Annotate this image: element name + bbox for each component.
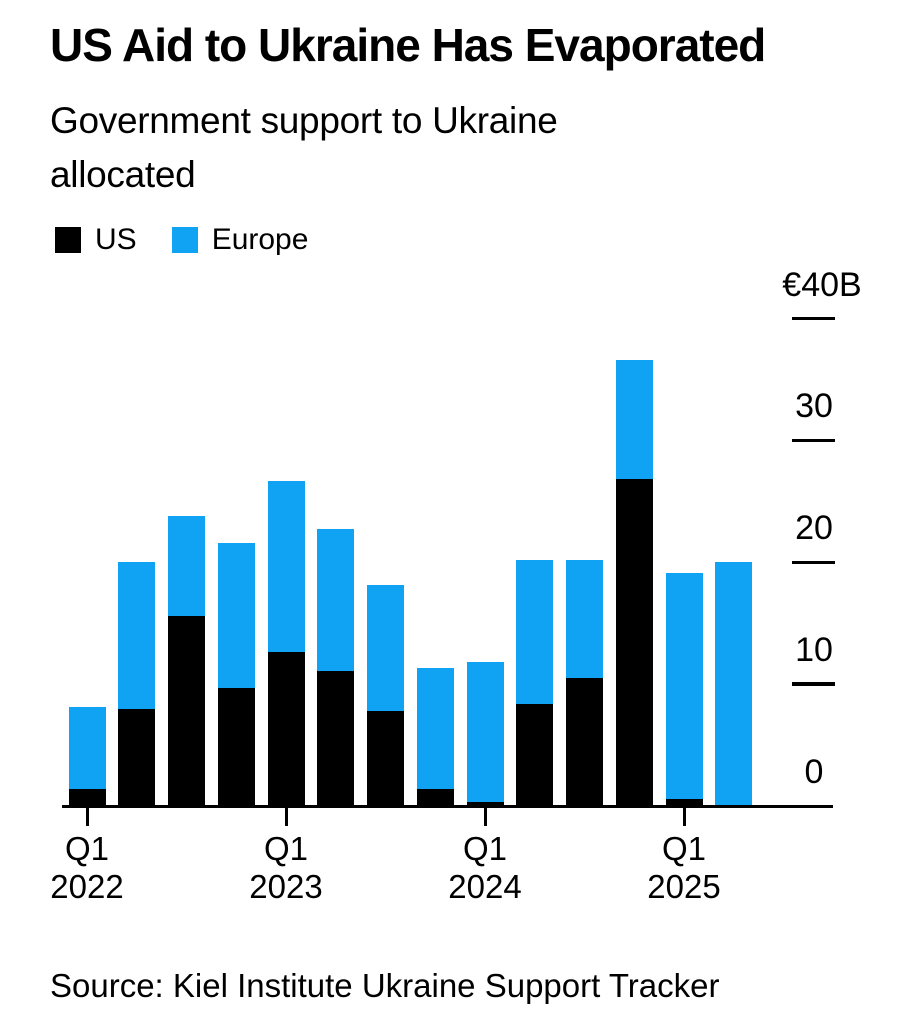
source-note: Source: Kiel Institute Ukraine Support T… — [50, 967, 720, 1004]
legend-label-us: US — [95, 223, 137, 256]
y-tick-mark — [792, 560, 835, 565]
x-tick-label: Q1 2023 — [249, 830, 323, 905]
legend-swatch-us-icon — [55, 227, 81, 253]
legend: US Europe — [55, 225, 343, 255]
bar-europe — [118, 562, 156, 709]
bar-europe — [367, 585, 404, 711]
x-tick-label: Q1 2025 — [647, 830, 721, 905]
bar-europe — [665, 573, 703, 799]
bar-us — [665, 798, 703, 806]
bar-europe — [317, 529, 355, 671]
bar-us — [68, 788, 106, 806]
bar-us — [516, 703, 554, 806]
bar-us — [217, 687, 255, 806]
bar-europe — [217, 542, 255, 688]
x-tick-mark — [284, 806, 288, 826]
y-tick-mark — [792, 682, 835, 686]
bar-us — [615, 479, 653, 806]
legend-item-europe: Europe — [171, 223, 309, 256]
x-axis-line — [62, 805, 833, 808]
x-tick-mark — [483, 806, 487, 826]
x-tick-mark — [85, 806, 89, 826]
bar-us — [416, 788, 454, 806]
bar-us — [267, 652, 305, 806]
bar-us — [466, 802, 504, 806]
x-tick-label: Q1 2024 — [448, 830, 522, 905]
legend-item-us: US — [55, 225, 137, 255]
bar-us — [118, 708, 156, 806]
y-tick-label: 0 — [804, 753, 824, 791]
y-tick-label: 10 — [795, 631, 833, 670]
y-tick-label: 20 — [795, 509, 833, 548]
bar-us — [566, 678, 603, 806]
legend-swatch-europe-icon — [171, 227, 198, 253]
bar-us — [367, 710, 404, 806]
bar-europe — [516, 559, 554, 704]
y-tick-mark — [792, 316, 835, 321]
y-tick-mark — [792, 438, 835, 443]
y-axis-unit-label: €40B — [782, 265, 862, 304]
legend-label-europe: Europe — [211, 223, 309, 256]
bar-europe — [68, 707, 106, 789]
bar-europe — [466, 662, 504, 803]
bar-europe — [615, 360, 653, 480]
y-tick-label: 30 — [795, 387, 833, 426]
bar-europe — [416, 668, 454, 789]
chart-subtitle: Government support to Ukraine allocated — [50, 100, 558, 195]
bar-europe — [267, 480, 305, 653]
bar-europe — [566, 559, 603, 679]
bar-us — [317, 670, 355, 806]
bar-us — [168, 615, 205, 806]
chart-title: US Aid to Ukraine Has Evaporated — [50, 19, 766, 71]
x-tick-mark — [682, 806, 686, 826]
x-tick-label: Q1 2022 — [50, 830, 124, 905]
bar-europe — [715, 562, 753, 806]
bar-europe — [168, 515, 205, 616]
